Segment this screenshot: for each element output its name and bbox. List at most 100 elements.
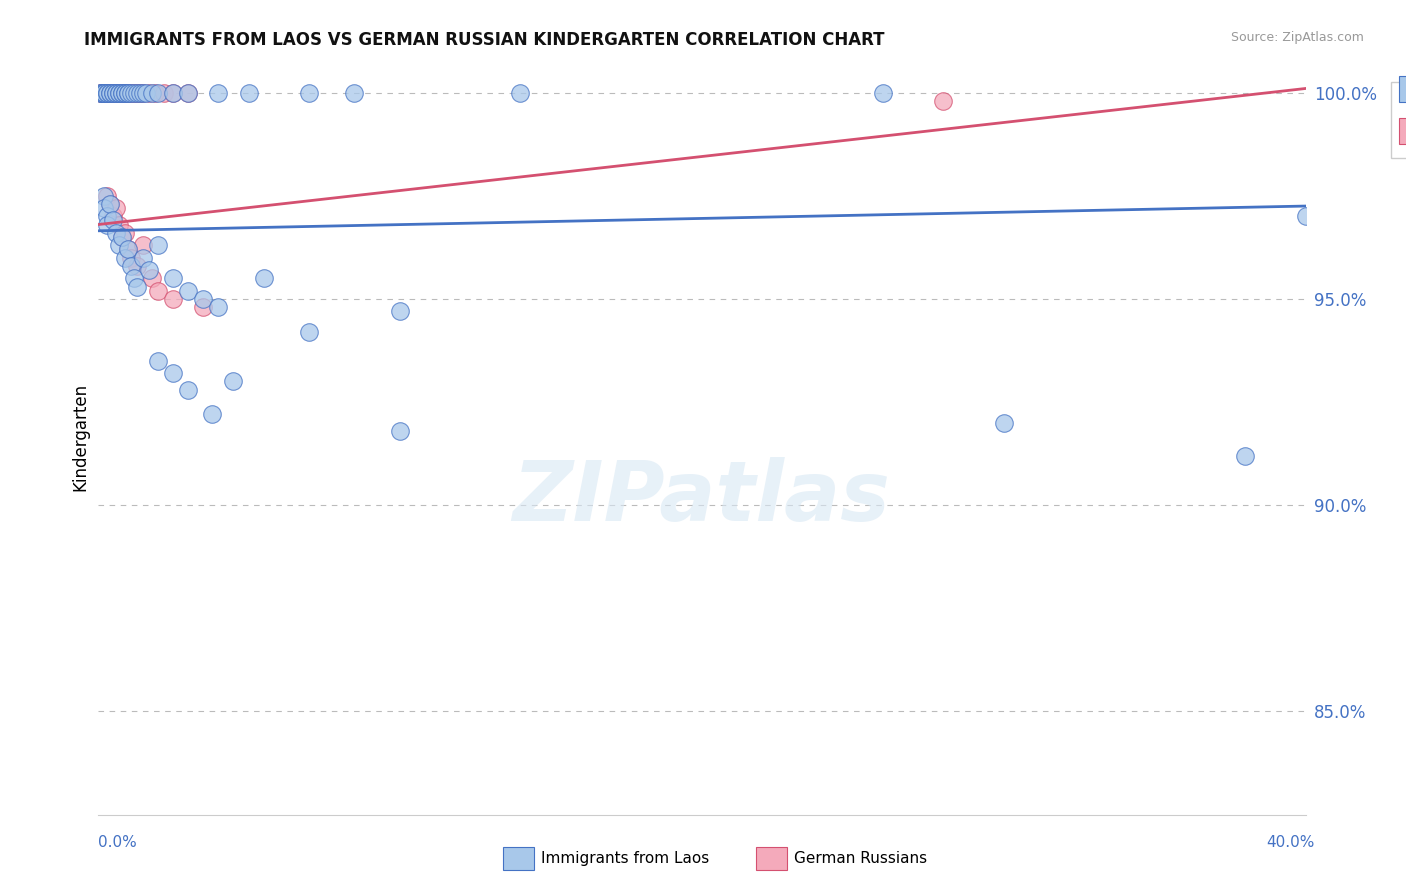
Point xyxy=(120,86,142,100)
Point xyxy=(101,86,124,100)
Point xyxy=(146,238,169,252)
Point xyxy=(117,86,139,100)
Point xyxy=(132,86,155,100)
Point xyxy=(96,188,118,202)
Point xyxy=(117,243,139,257)
Point xyxy=(114,251,136,265)
Point xyxy=(177,284,200,298)
Point xyxy=(93,86,115,100)
Text: German Russians: German Russians xyxy=(794,851,928,865)
Point xyxy=(128,86,150,100)
Point xyxy=(107,86,129,100)
Point xyxy=(114,86,136,100)
Point xyxy=(1295,210,1317,224)
Point xyxy=(193,300,215,314)
Point xyxy=(993,416,1015,430)
Point xyxy=(117,86,139,100)
Point xyxy=(1234,449,1257,463)
Text: 40.0%: 40.0% xyxy=(1267,836,1315,850)
Point xyxy=(101,86,124,100)
Point xyxy=(132,251,155,265)
Point xyxy=(96,86,118,100)
Point xyxy=(146,86,169,100)
Point xyxy=(93,86,115,100)
Point xyxy=(138,86,160,100)
Point xyxy=(138,263,160,277)
Point xyxy=(146,284,169,298)
Point xyxy=(93,201,115,215)
Point xyxy=(125,86,148,100)
Point xyxy=(90,86,112,100)
Point xyxy=(90,86,112,100)
Point xyxy=(162,86,184,100)
Point xyxy=(125,259,148,273)
Point xyxy=(162,366,184,380)
Point xyxy=(117,86,139,100)
Text: ZIPatlas: ZIPatlas xyxy=(513,457,890,538)
Point xyxy=(98,197,121,211)
Point xyxy=(104,201,127,215)
Point xyxy=(177,383,200,397)
Point xyxy=(114,226,136,240)
Point xyxy=(132,86,155,100)
Point xyxy=(162,271,184,285)
Point xyxy=(177,86,200,100)
Text: Source: ZipAtlas.com: Source: ZipAtlas.com xyxy=(1230,31,1364,45)
Point xyxy=(122,271,145,285)
Point xyxy=(111,86,134,100)
Point xyxy=(104,86,127,100)
Point xyxy=(101,213,124,227)
Point xyxy=(207,300,229,314)
Point xyxy=(132,238,155,252)
Point xyxy=(162,86,184,100)
Point xyxy=(93,86,115,100)
Text: IMMIGRANTS FROM LAOS VS GERMAN RUSSIAN KINDERGARTEN CORRELATION CHART: IMMIGRANTS FROM LAOS VS GERMAN RUSSIAN K… xyxy=(84,31,884,49)
Point xyxy=(96,218,118,232)
Point xyxy=(104,86,127,100)
Point xyxy=(222,375,245,389)
Point xyxy=(298,325,321,339)
Point xyxy=(146,353,169,368)
Point xyxy=(104,86,127,100)
Point xyxy=(90,86,112,100)
Point xyxy=(96,86,118,100)
Point xyxy=(388,304,411,318)
Point xyxy=(388,424,411,438)
Point xyxy=(238,86,260,100)
Point xyxy=(193,292,215,306)
Point xyxy=(96,86,118,100)
Point xyxy=(135,86,157,100)
Point xyxy=(114,86,136,100)
Point xyxy=(107,238,129,252)
Point xyxy=(117,243,139,257)
Point xyxy=(93,188,115,202)
Point xyxy=(90,86,112,100)
Point xyxy=(98,86,121,100)
Point xyxy=(128,86,150,100)
Point xyxy=(343,86,366,100)
Point xyxy=(111,230,134,244)
Point xyxy=(120,259,142,273)
Point xyxy=(932,94,955,108)
Point xyxy=(141,271,163,285)
Point xyxy=(253,271,276,285)
Point xyxy=(153,86,176,100)
Point xyxy=(125,86,148,100)
Point xyxy=(120,251,142,265)
Text: Immigrants from Laos: Immigrants from Laos xyxy=(541,851,710,865)
Point xyxy=(509,86,531,100)
Point xyxy=(111,86,134,100)
Point xyxy=(107,218,129,232)
Point xyxy=(96,86,118,100)
Point xyxy=(143,86,166,100)
Point xyxy=(96,210,118,224)
Y-axis label: Kindergarten: Kindergarten xyxy=(72,383,89,491)
Point xyxy=(111,230,134,244)
Point xyxy=(201,408,224,422)
Point xyxy=(98,86,121,100)
Point xyxy=(298,86,321,100)
Point xyxy=(98,86,121,100)
Point xyxy=(107,86,129,100)
Point xyxy=(122,86,145,100)
Point xyxy=(98,197,121,211)
